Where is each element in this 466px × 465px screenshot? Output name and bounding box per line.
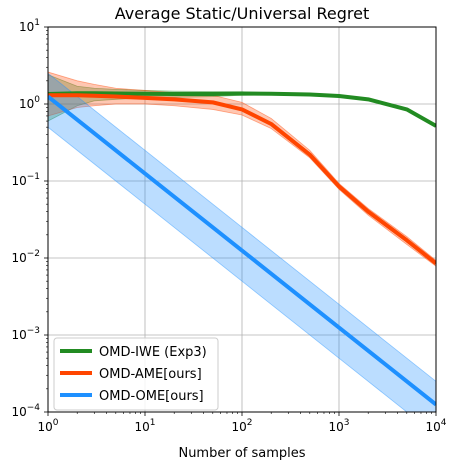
y-tick-label: 100	[19, 95, 40, 111]
x-tick-label: 101	[134, 418, 155, 434]
y-tick-label: 10−4	[11, 403, 40, 419]
x-tick-label: 103	[328, 418, 349, 434]
y-tick-label: 10−3	[11, 326, 40, 342]
legend-label-0: OMD-IWE (Exp3)	[99, 345, 207, 360]
legend-box	[53, 337, 219, 411]
series-line-1	[48, 93, 436, 265]
y-tick-label: 10−2	[11, 249, 40, 265]
series-line-2	[48, 94, 436, 407]
x-tick-label: 102	[231, 418, 252, 434]
x-tick-label: 104	[425, 418, 446, 434]
y-tick-label: 101	[19, 18, 40, 34]
legend: OMD-IWE (Exp3) OMD-AME[ours] OMD-OME[ours]	[53, 337, 219, 411]
x-tick-label: 100	[37, 418, 58, 434]
series-lines	[48, 91, 436, 407]
legend-label-1: OMD-AME[ours]	[99, 367, 202, 382]
series-line-0	[48, 91, 436, 128]
y-tick-label: 10−1	[11, 172, 40, 188]
chart-title: Average Static/Universal Regret	[115, 4, 370, 23]
axis-ticks: 100 101 102 103 104 10−4 10−3 10−2 10−1 100 101	[11, 18, 446, 434]
x-axis-label: Number of samples	[178, 446, 305, 461]
legend-label-2: OMD-OME[ours]	[99, 389, 204, 404]
